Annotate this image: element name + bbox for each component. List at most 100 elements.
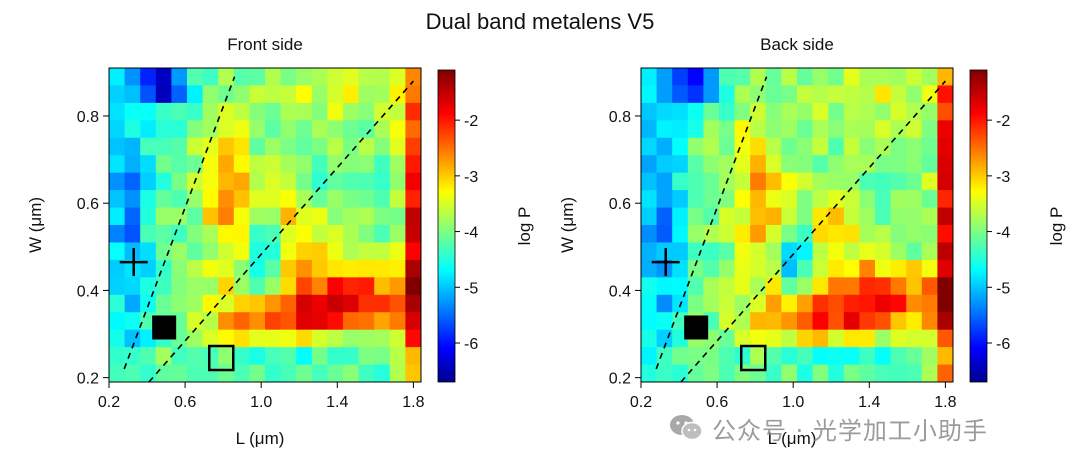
heatmap-cell <box>358 68 375 86</box>
heatmap-cell <box>812 364 829 383</box>
heatmap-cell <box>843 347 860 366</box>
heatmap-cell <box>781 85 798 104</box>
heatmap-cell <box>797 137 814 156</box>
heatmap-cell <box>155 102 172 121</box>
heatmap-cell <box>687 190 704 209</box>
heatmap-cell <box>343 207 360 226</box>
heatmap-cell <box>843 102 860 121</box>
heatmap-cell <box>374 207 391 226</box>
heatmap-cell <box>687 85 704 104</box>
heatmap-cell <box>389 172 406 191</box>
heatmap-cell <box>233 347 250 366</box>
heatmap-cell <box>327 294 344 313</box>
heatmap-cell <box>358 120 375 139</box>
heatmap-cell <box>327 277 344 296</box>
heatmap-cell <box>672 102 689 121</box>
heatmap-cell <box>703 259 720 278</box>
wechat-icon <box>670 415 703 441</box>
heatmap-cell <box>311 137 328 156</box>
heatmap-cell <box>311 259 328 278</box>
heatmap-cell <box>719 364 736 383</box>
heatmap-cell <box>687 277 704 296</box>
heatmap-cell <box>358 364 375 383</box>
heatmap-cell <box>343 102 360 121</box>
heatmap-cell <box>405 120 422 139</box>
heatmap-cell <box>233 102 250 121</box>
heatmap-cell <box>937 137 954 156</box>
heatmap-cell <box>311 120 328 139</box>
filled-square-marker <box>684 315 709 340</box>
heatmap-cell <box>719 259 736 278</box>
heatmap-cell <box>124 277 141 296</box>
heatmap-cell <box>374 294 391 313</box>
heatmap-cell <box>656 207 673 226</box>
heatmap-cell <box>202 225 219 243</box>
heatmap-cell <box>781 190 798 209</box>
heatmap-cell <box>218 364 235 383</box>
heatmap-cell <box>765 120 782 139</box>
heatmap-cell <box>374 85 391 104</box>
heatmap-cell <box>750 312 767 331</box>
heatmap-cell <box>875 364 892 383</box>
heatmap-cell <box>750 68 767 86</box>
heatmap-cell <box>797 259 814 278</box>
heatmap-cell <box>719 85 736 104</box>
heatmap-cell <box>155 242 172 261</box>
heatmap-cell <box>202 347 219 366</box>
heatmap-cell <box>906 85 923 104</box>
heatmap-cell <box>327 207 344 226</box>
x-tick-label: 1.0 <box>250 394 272 411</box>
heatmap-cell <box>405 259 422 278</box>
heatmap-cell <box>109 190 126 209</box>
heatmap-cell <box>233 85 250 104</box>
heatmap-cell <box>280 225 297 243</box>
heatmap-cell <box>812 347 829 366</box>
heatmap-cell <box>656 225 673 243</box>
heatmap-cell <box>734 190 751 209</box>
heatmap-cell <box>296 85 313 104</box>
heatmap-cell <box>124 85 141 104</box>
heatmap-cell <box>187 68 204 86</box>
heatmap-cell <box>921 259 938 278</box>
heatmap-cell <box>280 85 297 104</box>
heatmap-cell <box>327 68 344 86</box>
heatmap-cell <box>202 85 219 104</box>
heatmap-cell <box>358 347 375 366</box>
heatmap-cell <box>906 312 923 331</box>
heatmap-cell <box>859 207 876 226</box>
heatmap-cell <box>890 242 907 261</box>
y-tick-label: 0.2 <box>609 371 631 388</box>
heatmap-cell <box>218 120 235 139</box>
heatmap-cell <box>890 312 907 331</box>
heatmap-cell <box>155 190 172 209</box>
heatmap-cell <box>280 329 297 348</box>
heatmap-cell <box>374 242 391 261</box>
heatmap-cell <box>765 242 782 261</box>
heatmap-cell <box>843 68 860 86</box>
heatmap-cell <box>750 172 767 191</box>
heatmap-cell <box>218 172 235 191</box>
heatmap-cell <box>311 155 328 174</box>
heatmap-cell <box>265 207 282 226</box>
heatmap-cell <box>921 190 938 209</box>
heatmap-cell <box>797 68 814 86</box>
heatmap-cell <box>249 312 266 331</box>
heatmap-cell <box>218 329 235 348</box>
heatmap-cell <box>171 120 188 139</box>
heatmap-cell <box>311 207 328 226</box>
heatmap-cell <box>124 155 141 174</box>
heatmap-cell <box>875 207 892 226</box>
heatmap-cell <box>155 172 172 191</box>
heatmap-cell <box>218 155 235 174</box>
heatmap-cell <box>781 207 798 226</box>
heatmap-cell <box>311 225 328 243</box>
heatmap-cell <box>187 102 204 121</box>
heatmap-cell <box>327 364 344 383</box>
heatmap-cell <box>859 312 876 331</box>
heatmap-cell <box>249 294 266 313</box>
heatmap-cell <box>109 102 126 121</box>
heatmap-cell <box>734 347 751 366</box>
heatmap-cell <box>187 225 204 243</box>
heatmap-cell <box>343 190 360 209</box>
heatmap-cell <box>343 172 360 191</box>
